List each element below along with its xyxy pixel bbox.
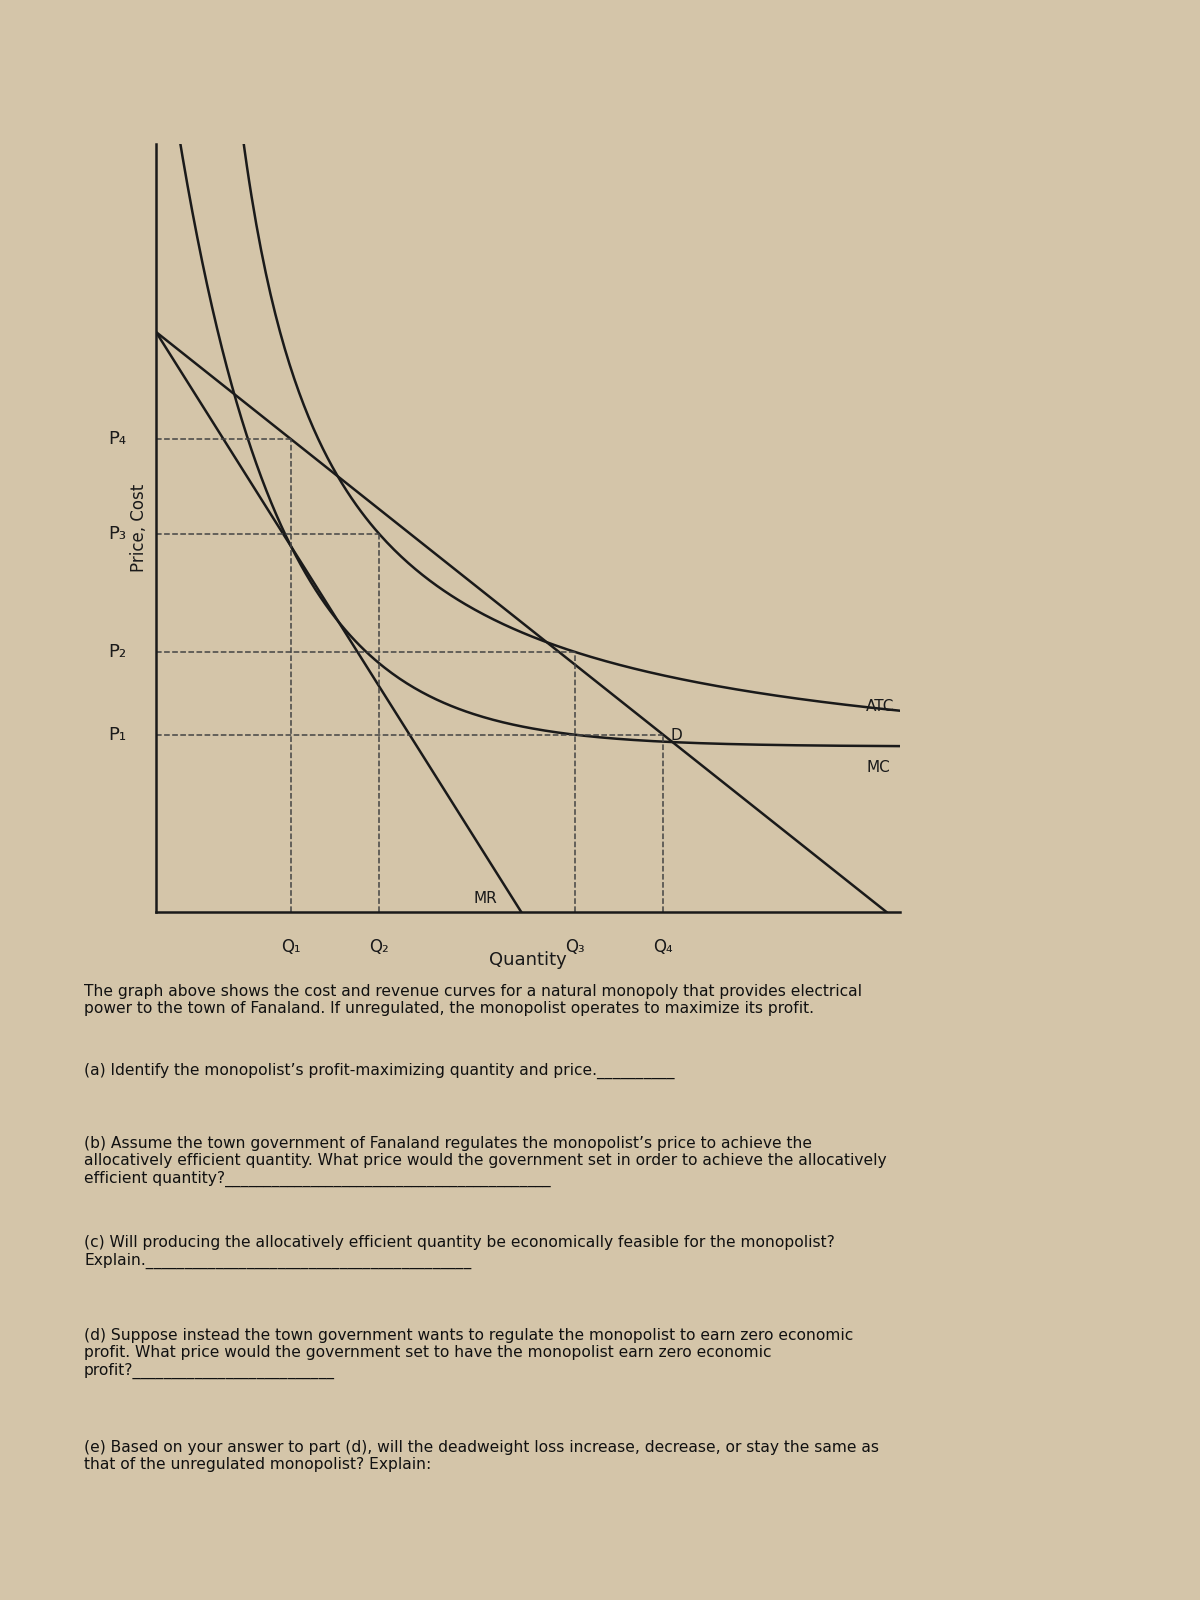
- Text: P₃: P₃: [108, 525, 126, 542]
- Text: MR: MR: [474, 891, 498, 906]
- Text: MC: MC: [866, 760, 890, 774]
- X-axis label: Quantity: Quantity: [490, 950, 566, 970]
- Text: P₄: P₄: [108, 430, 126, 448]
- Text: (a) Identify the monopolist’s profit-maximizing quantity and price.__________: (a) Identify the monopolist’s profit-max…: [84, 1062, 674, 1078]
- Y-axis label: Price, Cost: Price, Cost: [130, 483, 148, 573]
- Text: The graph above shows the cost and revenue curves for a natural monopoly that pr: The graph above shows the cost and reven…: [84, 984, 862, 1016]
- Text: D: D: [670, 728, 682, 742]
- Text: P₁: P₁: [108, 726, 126, 744]
- Text: (c) Will producing the allocatively efficient quantity be economically feasible : (c) Will producing the allocatively effi…: [84, 1235, 835, 1269]
- Text: ATC: ATC: [866, 699, 894, 714]
- Text: Q₄: Q₄: [654, 938, 673, 955]
- Text: Q₃: Q₃: [565, 938, 586, 955]
- Text: (d) Suppose instead the town government wants to regulate the monopolist to earn: (d) Suppose instead the town government …: [84, 1328, 853, 1379]
- Text: (b) Assume the town government of Fanaland regulates the monopolist’s price to a: (b) Assume the town government of Fanala…: [84, 1136, 887, 1187]
- Text: Q₂: Q₂: [370, 938, 389, 955]
- Text: (e) Based on your answer to part (d), will the deadweight loss increase, decreas: (e) Based on your answer to part (d), wi…: [84, 1440, 878, 1472]
- Text: Q₁: Q₁: [282, 938, 301, 955]
- Text: P₂: P₂: [108, 643, 126, 661]
